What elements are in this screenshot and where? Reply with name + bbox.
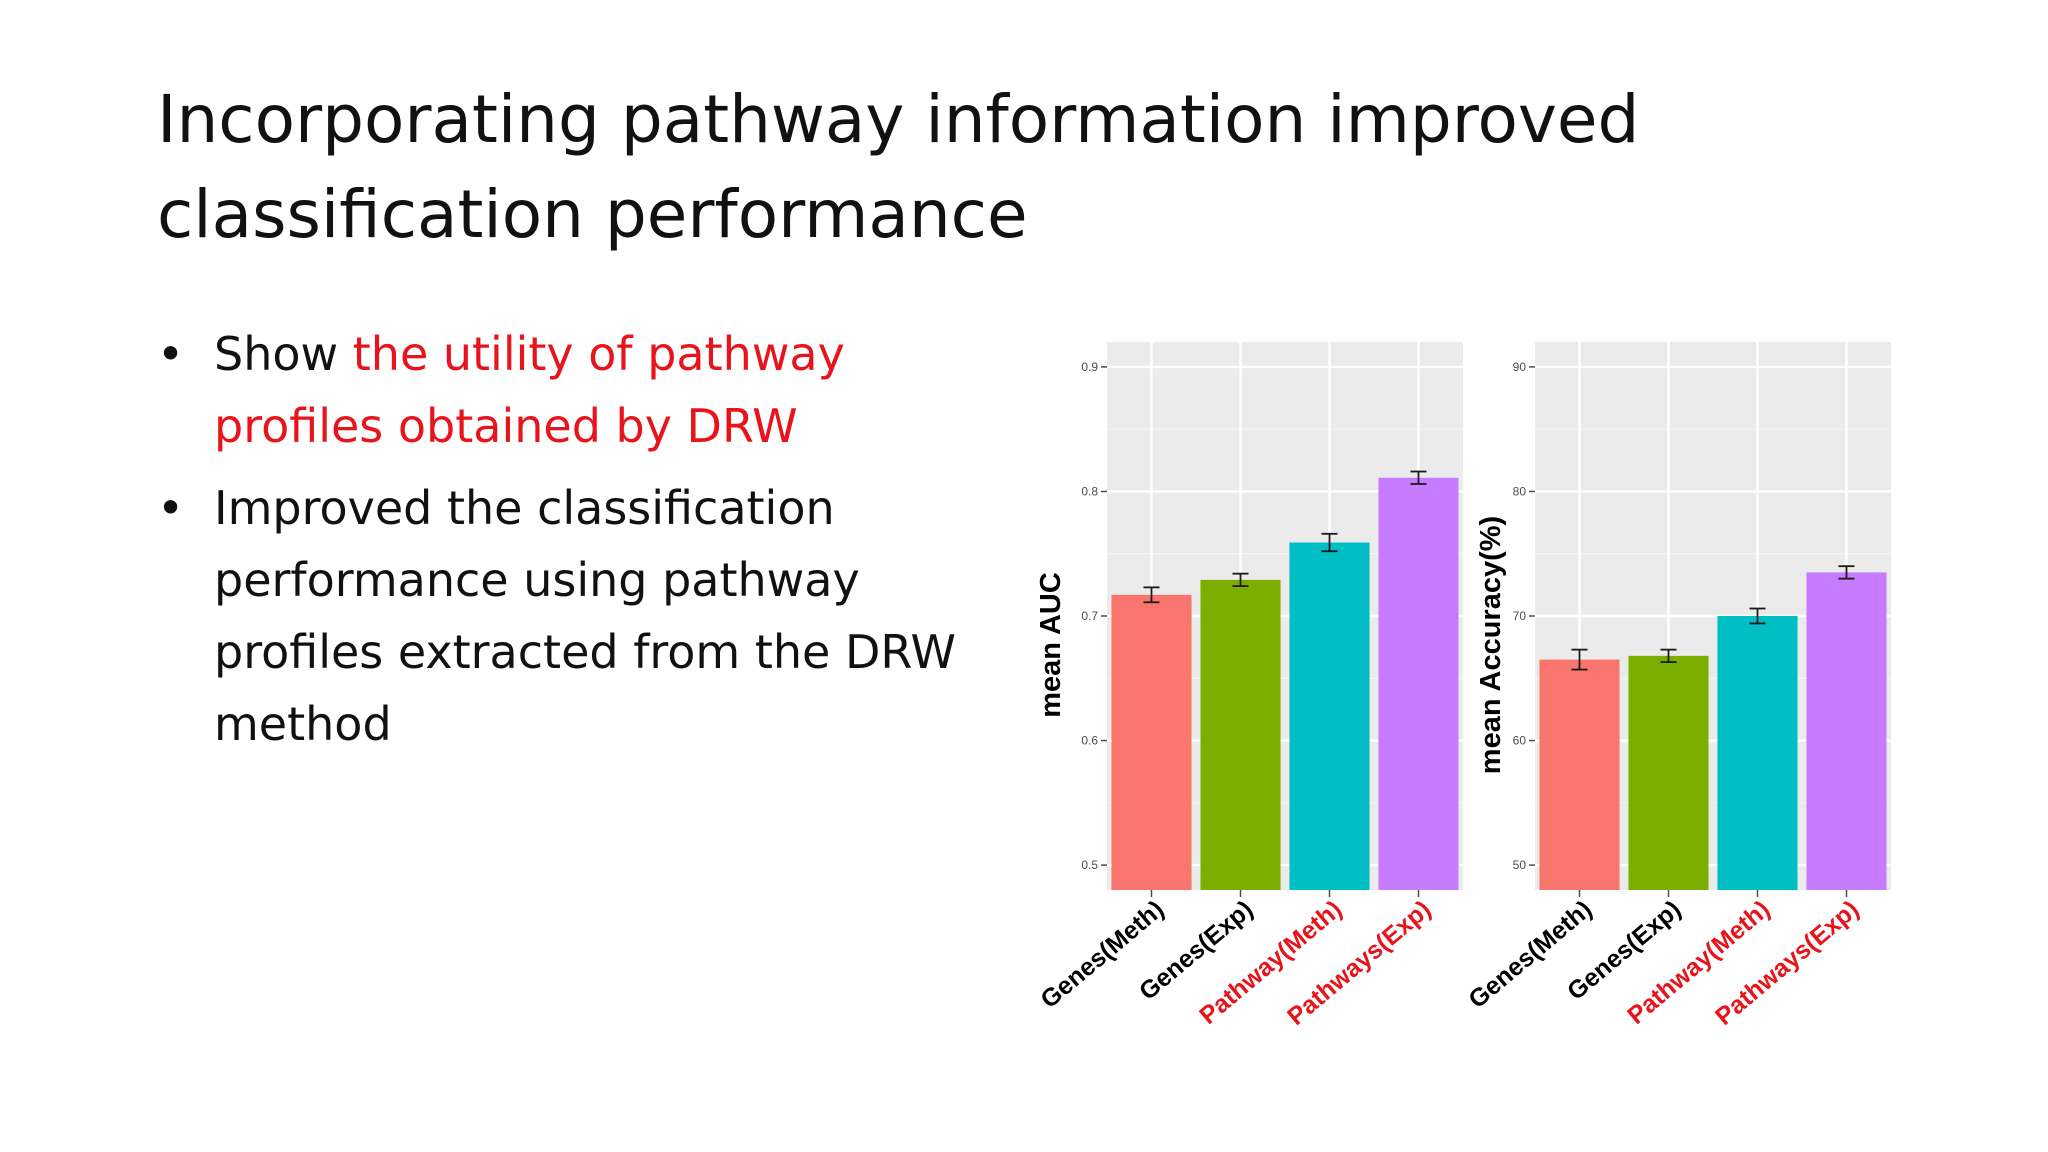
bar-1: [1111, 594, 1192, 890]
bullet-text: Improved the classification performance …: [214, 481, 956, 751]
y-tick-label: 80: [1513, 484, 1527, 498]
slide-title: Incorporating pathway information improv…: [157, 72, 1857, 262]
bar-4: [1378, 477, 1459, 890]
bar-2: [1628, 655, 1709, 890]
y-tick-label: 0.5: [1081, 858, 1098, 872]
y-axis-label: mean AUC: [1035, 572, 1067, 718]
error-bar: [1660, 648, 1677, 663]
y-tick-label: 90: [1513, 360, 1527, 374]
y-tick-label: 0.6: [1081, 734, 1098, 748]
chart-1: 0.50.60.70.80.9Genes(Meth)Genes(Exp)Path…: [1035, 342, 1463, 1031]
error-bar: [1749, 607, 1766, 625]
title-line-2: classification performance: [157, 176, 1028, 253]
bullet-marker: •: [157, 481, 185, 535]
error-bar: [1410, 470, 1427, 485]
bullet-list: • Show the utility of pathway profiles o…: [157, 318, 977, 770]
bar-2: [1200, 579, 1281, 890]
bar-4: [1806, 572, 1887, 890]
title-line-1: Incorporating pathway information improv…: [157, 81, 1640, 158]
bar-3: [1289, 542, 1370, 890]
error-bar: [1838, 565, 1855, 580]
bar-1: [1539, 659, 1620, 890]
bar-3: [1717, 616, 1798, 890]
error-bar: [1321, 532, 1338, 553]
y-tick-label: 0.7: [1081, 609, 1098, 623]
y-tick-label: 60: [1513, 734, 1527, 748]
bullet-item-1: • Show the utility of pathway profiles o…: [157, 318, 977, 462]
error-bar: [1571, 648, 1588, 671]
y-tick-label: 0.8: [1081, 484, 1098, 498]
y-tick-label: 50: [1513, 858, 1527, 872]
error-bar: [1232, 572, 1249, 588]
y-axis-label: mean Accuracy(%): [1475, 516, 1507, 774]
error-bar: [1143, 586, 1160, 604]
bullet-item-2: • Improved the classification performanc…: [157, 472, 977, 760]
bullet-text-black: Show: [214, 327, 353, 381]
chart-2: 5060708090Genes(Meth)Genes(Exp)Pathway(M…: [1463, 342, 1891, 1031]
bullet-marker: •: [157, 327, 185, 381]
bullet-text-red: the utility of pathway profiles obtained…: [214, 327, 845, 453]
y-tick-label: 70: [1513, 609, 1527, 623]
y-tick-label: 0.9: [1081, 360, 1098, 374]
